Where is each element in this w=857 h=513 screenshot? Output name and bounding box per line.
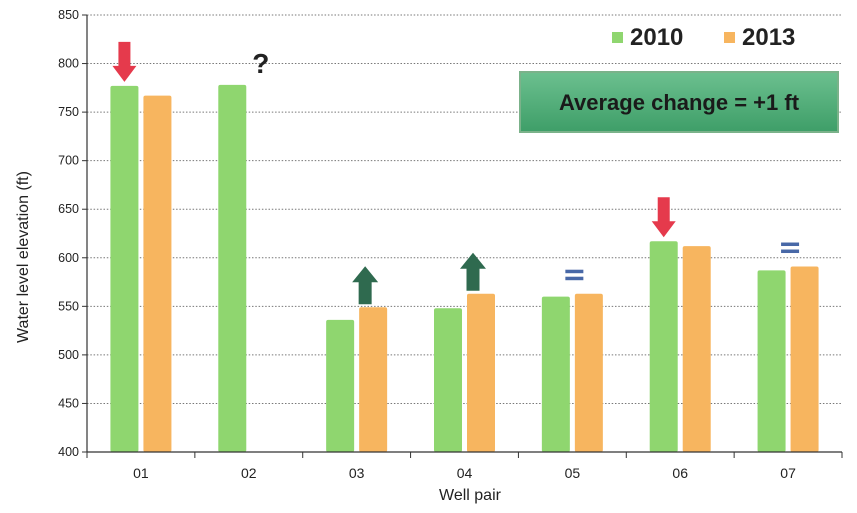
bar-2010-01 bbox=[110, 85, 139, 452]
bars bbox=[110, 84, 819, 453]
bar-2013-06 bbox=[682, 246, 711, 452]
y-tick-label: 800 bbox=[58, 57, 79, 71]
y-tick-label: 500 bbox=[58, 348, 79, 362]
bar-2013-05 bbox=[574, 293, 603, 452]
annotation-text: Average change = +1 ft bbox=[559, 90, 800, 115]
y-tick-label: 450 bbox=[58, 396, 79, 410]
x-tick-label: 07 bbox=[780, 465, 796, 481]
grid-lines bbox=[87, 14, 842, 404]
up-arrow-icon bbox=[460, 252, 486, 291]
bar-2010-03 bbox=[326, 319, 355, 452]
x-axis-label: Well pair bbox=[439, 487, 502, 504]
equal-sign-icon bbox=[781, 242, 800, 247]
bar-2013-03 bbox=[359, 307, 388, 452]
equal-sign-icon bbox=[781, 249, 800, 254]
bar-2010-02 bbox=[218, 84, 247, 453]
up-arrow-icon bbox=[352, 266, 379, 305]
y-tick-label: 600 bbox=[58, 251, 79, 265]
bar-2013-07 bbox=[790, 266, 819, 452]
legend-swatch-2013 bbox=[724, 32, 735, 43]
y-tick-label: 400 bbox=[58, 445, 79, 459]
equal-sign-icon bbox=[565, 276, 584, 281]
x-tick-label: 05 bbox=[565, 465, 581, 481]
bar-2010-05 bbox=[541, 296, 570, 452]
equal-sign-icon bbox=[565, 269, 584, 274]
y-tick-label: 650 bbox=[58, 202, 79, 216]
bar-2010-06 bbox=[649, 241, 678, 452]
y-tick-label: 700 bbox=[58, 154, 79, 168]
question-mark-icon: ? bbox=[252, 48, 269, 79]
legend-label-2010: 2010 bbox=[630, 24, 683, 51]
annotation-box bbox=[519, 71, 839, 133]
x-tick-label: 02 bbox=[241, 465, 257, 481]
y-tick-label: 750 bbox=[58, 105, 79, 119]
y-tick-label: 850 bbox=[58, 8, 79, 22]
legend-label-2013: 2013 bbox=[742, 24, 795, 51]
bar-2010-07 bbox=[757, 270, 786, 452]
legend: 2010 2013 bbox=[612, 24, 795, 51]
x-tick-label: 04 bbox=[457, 465, 473, 481]
bar-2013-04 bbox=[467, 293, 495, 452]
down-arrow-icon bbox=[112, 41, 137, 82]
markers: ? bbox=[112, 41, 800, 305]
bar-2013-01 bbox=[143, 95, 172, 452]
down-arrow-icon bbox=[651, 197, 676, 238]
legend-swatch-2010 bbox=[612, 32, 623, 43]
bar-2010-04 bbox=[434, 308, 462, 452]
annotation: Average change = +1 ft bbox=[519, 71, 839, 133]
axes: 400 450 500 550 600 650 700 750 800 850 01 02 03 04 05… bbox=[58, 8, 843, 481]
y-tick-label: 550 bbox=[58, 299, 79, 313]
x-tick-label: 01 bbox=[133, 465, 149, 481]
x-tick-label: 06 bbox=[672, 465, 688, 481]
x-tick-label: 03 bbox=[349, 465, 365, 481]
y-axis-label: Water level elevation (ft) bbox=[15, 171, 32, 343]
